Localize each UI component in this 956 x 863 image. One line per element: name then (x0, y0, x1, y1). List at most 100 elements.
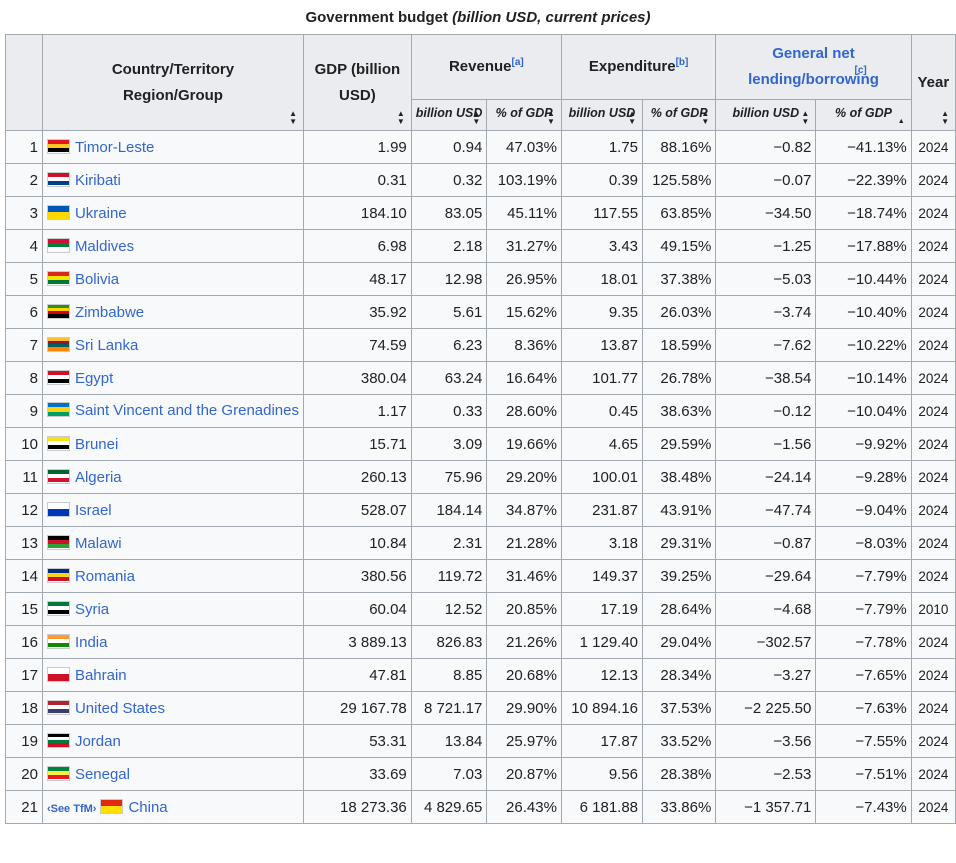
country-link[interactable]: Timor-Leste (74, 138, 155, 156)
header-revenue-billion[interactable]: billion USD ▲ ▼ (410, 99, 488, 131)
sort-icon[interactable]: ▲ ▼ (289, 109, 297, 126)
country-cell: Bahrain (41, 658, 305, 692)
rank-cell: 19 (5, 724, 43, 758)
country-link[interactable]: Maldives (74, 237, 135, 255)
revenue-cell: 8 721.17 (410, 691, 488, 725)
header-gdp-label: GDP (billion USD) (314, 60, 401, 104)
revenue-pct-cell: 47.03% (486, 130, 562, 164)
flag-icon (46, 435, 70, 451)
country-cell: India (41, 625, 305, 659)
sort-ascending-icon[interactable]: ▲ (897, 118, 905, 125)
see-tfm-link[interactable]: ‹See TfM› (46, 802, 97, 815)
country-link[interactable]: Syria (74, 600, 110, 618)
expenditure-pct-cell: 39.25% (642, 559, 717, 593)
revenue-pct-cell: 20.87% (486, 757, 562, 791)
country-link[interactable]: Israel (74, 501, 112, 519)
expenditure-pct-cell: 18.59% (642, 328, 717, 362)
country-link[interactable]: Sri Lanka (74, 336, 139, 354)
header-expenditure-billion[interactable]: billion USD ▲ ▼ (560, 99, 644, 131)
country-cell: Bolivia (41, 262, 305, 296)
header-gdp[interactable]: GDP (billion USD) ▲ ▼ (303, 34, 412, 131)
year-cell: 2024 (910, 262, 956, 296)
country-link[interactable]: Malawi (74, 534, 122, 552)
revenue-pct-cell: 8.36% (486, 328, 562, 362)
sort-icon[interactable]: ▲ ▼ (801, 109, 810, 126)
revenue-footnote-link[interactable]: [a] (511, 57, 524, 68)
flag-icon (46, 765, 70, 781)
rank-cell: 15 (5, 592, 43, 626)
table-row: 7 Sri Lanka 74.59 6.23 8.36% 13.87 18.59% −7.62… (5, 328, 956, 362)
rank-cell: 8 (5, 361, 43, 395)
net-lending-pct-cell: −22.39% (815, 163, 912, 197)
net-footnote-link[interactable]: [c] (854, 65, 867, 76)
country-link[interactable]: India (74, 633, 108, 651)
header-rank (5, 34, 43, 131)
country-link[interactable]: Zimbabwe (74, 303, 145, 321)
rank-cell: 13 (5, 526, 43, 560)
country-link[interactable]: Brunei (74, 435, 119, 453)
net-lending-cell: −0.12 (715, 394, 817, 428)
expenditure-cell: 9.56 (560, 757, 644, 791)
gdp-cell: 18 273.36 (303, 790, 412, 824)
country-cell: ‹See TfM› China (41, 790, 305, 824)
revenue-pct-cell: 31.27% (486, 229, 562, 263)
country-link[interactable]: United States (74, 699, 165, 717)
header-net-lending-link[interactable]: General net lending/borrowing (748, 45, 879, 88)
revenue-cell: 0.94 (410, 130, 488, 164)
sub-label: billion USD (732, 106, 800, 120)
header-expenditure-pct[interactable]: % of GDP ▲ ▼ (642, 99, 717, 131)
expenditure-cell: 12.13 (560, 658, 644, 692)
table-row: 19 Jordan 53.31 13.84 25.97% 17.87 33.52% −3.56… (5, 724, 956, 758)
country-link[interactable]: China (128, 798, 168, 816)
expenditure-pct-cell: 29.31% (642, 526, 717, 560)
revenue-cell: 2.18 (410, 229, 488, 263)
expenditure-pct-cell: 125.58% (642, 163, 717, 197)
country-link[interactable]: Saint Vincent and the Grenadines (74, 402, 299, 419)
rank-cell: 12 (5, 493, 43, 527)
sort-icon[interactable]: ▲ ▼ (396, 109, 405, 126)
header-net-pct[interactable]: % of GDP ▲ (815, 99, 912, 131)
net-lending-cell: −29.64 (715, 559, 817, 593)
net-lending-pct-cell: −7.65% (815, 658, 912, 692)
sort-icon[interactable]: ▲ ▼ (628, 109, 637, 126)
net-lending-cell: −2.53 (715, 757, 817, 791)
country-link[interactable]: Senegal (74, 765, 130, 783)
country-link[interactable]: Ukraine (74, 204, 127, 222)
expenditure-pct-cell: 29.59% (642, 427, 717, 461)
expenditure-cell: 3.43 (560, 229, 644, 263)
net-lending-cell: −1.25 (715, 229, 817, 263)
sort-icon[interactable]: ▲ ▼ (941, 109, 949, 126)
sort-icon[interactable]: ▲ ▼ (472, 109, 481, 126)
header-net-billion[interactable]: billion USD ▲ ▼ (715, 99, 817, 131)
net-lending-pct-cell: −10.04% (815, 394, 912, 428)
header-revenue-pct[interactable]: % of GDP ▲ ▼ (486, 99, 562, 131)
country-link[interactable]: Kiribati (74, 171, 121, 189)
expenditure-footnote-link[interactable]: [b] (675, 57, 689, 68)
header-year[interactable]: Year ▲ ▼ (910, 34, 956, 131)
country-link[interactable]: Algeria (74, 468, 122, 486)
expenditure-cell: 6 181.88 (560, 790, 644, 824)
rank-cell: 5 (5, 262, 43, 296)
net-lending-pct-cell: −7.55% (815, 724, 912, 758)
sort-icon[interactable]: ▲ ▼ (547, 109, 555, 126)
header-expenditure: Expenditure[b] (560, 34, 717, 100)
country-link[interactable]: Romania (74, 567, 135, 585)
header-year-label: Year (917, 73, 950, 91)
country-link[interactable]: Jordan (74, 732, 121, 750)
header-country[interactable]: Country/Territory Region/Group ▲ ▼ (41, 34, 305, 131)
country-link[interactable]: Bahrain (74, 666, 127, 684)
revenue-cell: 75.96 (410, 460, 488, 494)
header-net-lending[interactable]: General net lending/borrowing [c] (715, 34, 912, 100)
sub-label: % of GDP (650, 106, 708, 120)
country-link[interactable]: Egypt (74, 369, 114, 387)
header-revenue: Revenue[a] (410, 34, 562, 100)
rank-cell: 2 (5, 163, 43, 197)
country-link[interactable]: Bolivia (74, 270, 120, 288)
expenditure-pct-cell: 37.38% (642, 262, 717, 296)
flag-icon (46, 699, 70, 715)
flag-icon (46, 501, 70, 517)
revenue-cell: 184.14 (410, 493, 488, 527)
rank-cell: 4 (5, 229, 43, 263)
expenditure-pct-cell: 38.48% (642, 460, 717, 494)
sort-icon[interactable]: ▲ ▼ (701, 109, 710, 126)
